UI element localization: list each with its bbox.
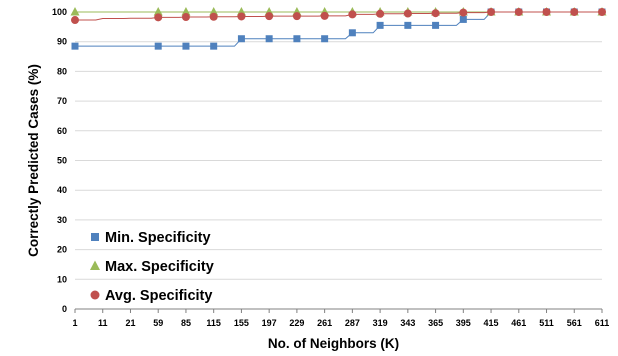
data-point (376, 21, 384, 29)
data-point (237, 35, 245, 43)
data-point (209, 12, 218, 21)
legend-item: Avg. Specificity (90, 288, 212, 304)
data-point (71, 16, 79, 25)
data-point (182, 42, 190, 50)
y-tick-label: 10 (57, 274, 67, 284)
data-point (293, 35, 301, 43)
series-group (70, 7, 607, 50)
data-point (320, 11, 329, 20)
data-point (181, 7, 191, 16)
legend-label: Avg. Specificity (105, 288, 212, 304)
y-tick-label: 90 (57, 37, 67, 47)
data-point (570, 8, 579, 16)
legend-item: Min. Specificity (91, 230, 211, 246)
x-tick-label: 261 (317, 318, 332, 328)
x-tick-label: 511 (539, 318, 554, 328)
x-axis-title: No. of Neighbors (K) (268, 336, 399, 351)
data-point (70, 7, 80, 16)
data-point (514, 8, 523, 16)
x-tick-label: 319 (373, 318, 388, 328)
x-tick-label: 11 (98, 318, 108, 328)
data-point (404, 21, 412, 29)
legend-item: Max. Specificity (90, 259, 214, 275)
data-point (376, 9, 385, 18)
x-tick-label: 343 (400, 318, 415, 328)
x-tick-label: 1 (72, 318, 77, 328)
data-point (403, 9, 412, 18)
data-point (292, 12, 301, 21)
series-max-specificity (70, 7, 607, 16)
x-tick-label: 197 (262, 318, 277, 328)
series-avg-specificity (71, 8, 606, 25)
x-tick-label: 395 (456, 318, 471, 328)
y-tick-label: 60 (57, 126, 67, 136)
y-tick-label: 50 (57, 156, 67, 166)
data-point (265, 35, 273, 43)
y-tick-label: 80 (57, 66, 67, 76)
data-point (432, 21, 440, 29)
data-point (209, 7, 219, 16)
x-tick-label: 229 (289, 318, 304, 328)
legend-marker (90, 290, 100, 300)
data-point (154, 42, 162, 50)
legend-label: Max. Specificity (105, 259, 214, 275)
data-point (153, 7, 163, 16)
x-tick-label: 365 (428, 318, 443, 328)
x-axis-ticks: 1 11 21 59 85 115 155 197 229 261 287 319 343 365 395 4… (72, 309, 609, 328)
data-point (348, 10, 357, 19)
legend-marker (90, 260, 100, 270)
y-tick-label: 100 (52, 7, 67, 17)
data-point (321, 35, 329, 43)
legend-label: Min. Specificity (105, 230, 211, 246)
y-tick-label: 70 (57, 96, 67, 106)
legend-marker (91, 233, 99, 241)
y-axis-title: Correctly Predicted Cases (%) (26, 64, 41, 257)
data-point (210, 42, 218, 50)
x-tick-label: 461 (511, 318, 526, 328)
legend: Min. Specificity Max. Specificity Avg. Spe… (90, 230, 214, 304)
series-line (75, 11, 602, 21)
series-min-specificity (71, 8, 606, 50)
data-point (265, 12, 274, 21)
data-point (487, 8, 496, 16)
data-point (237, 12, 246, 21)
data-point (598, 8, 606, 16)
data-point (348, 29, 356, 37)
series-line (75, 11, 602, 47)
y-tick-label: 40 (57, 185, 67, 195)
data-point (542, 8, 551, 16)
x-tick-label: 155 (234, 318, 249, 328)
x-tick-label: 415 (484, 318, 499, 328)
y-axis-ticks: 0 10 20 30 40 50 60 70 80 90 100 (52, 7, 67, 314)
x-tick-label: 115 (206, 318, 221, 328)
x-tick-label: 21 (125, 318, 135, 328)
data-point (459, 8, 468, 17)
data-point (431, 9, 440, 18)
x-tick-label: 561 (567, 318, 582, 328)
y-tick-label: 30 (57, 215, 67, 225)
y-tick-label: 20 (57, 245, 67, 255)
data-point (71, 42, 79, 50)
y-tick-label: 0 (62, 304, 67, 314)
data-point (181, 13, 190, 22)
x-tick-label: 611 (595, 318, 610, 328)
data-point (154, 13, 163, 22)
x-tick-label: 287 (345, 318, 360, 328)
x-tick-label: 59 (153, 318, 163, 328)
data-point (459, 15, 467, 23)
x-tick-label: 85 (181, 318, 191, 328)
